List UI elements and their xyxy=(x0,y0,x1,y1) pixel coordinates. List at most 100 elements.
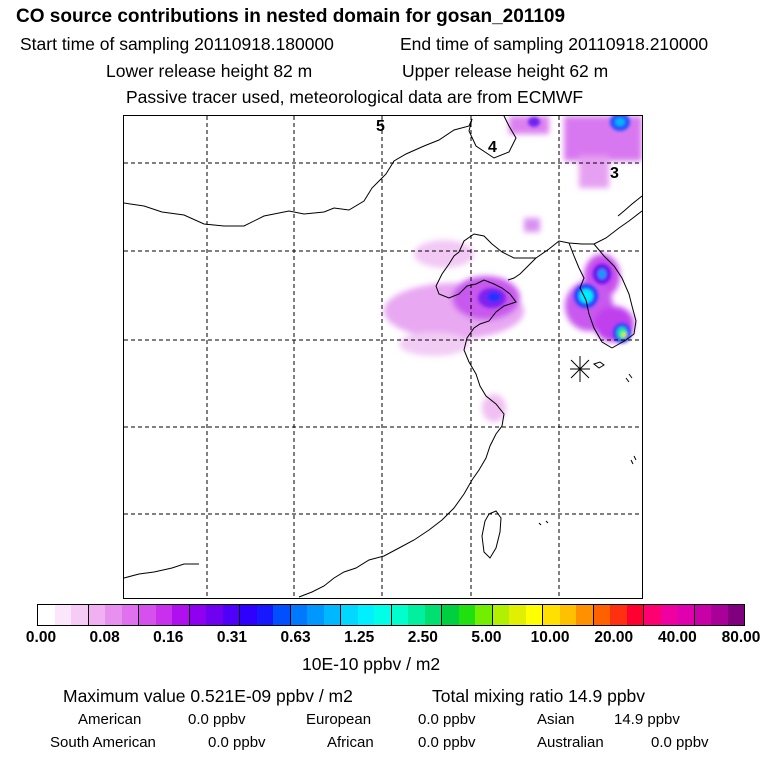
african-label: African xyxy=(327,734,374,751)
colorbar-swatch xyxy=(307,605,324,625)
region-label-3: 3 xyxy=(610,165,619,182)
african-value: 0.0 ppbv xyxy=(418,734,476,751)
colorbar-swatch xyxy=(54,605,71,625)
colorbar-swatch xyxy=(711,605,728,625)
colorbar-swatch xyxy=(222,605,240,625)
colorbar-tick-label: 2.50 xyxy=(407,629,438,646)
colorbar-swatch xyxy=(206,605,223,625)
jeju-island xyxy=(592,361,605,369)
colorbar-swatch xyxy=(694,605,711,625)
colorbar-swatch xyxy=(71,605,89,625)
region-label-5: 5 xyxy=(376,118,385,135)
colorbar-swatch xyxy=(172,605,190,625)
colorbar-swatch xyxy=(576,605,594,625)
colorbar-swatch xyxy=(677,605,695,625)
korea-east-coast xyxy=(593,243,637,349)
map-panel: 5 4 3 xyxy=(123,115,643,599)
colorbar-swatch xyxy=(626,605,644,625)
colorbar-tick-label: 1.25 xyxy=(344,629,375,646)
colorbar-swatch xyxy=(38,605,55,625)
colorbar-tick-label: 0.63 xyxy=(280,629,311,646)
american-label: American xyxy=(78,711,142,728)
asian-label: Asian xyxy=(537,711,575,728)
european-label: European xyxy=(306,711,372,728)
colorbar-swatch xyxy=(88,605,105,625)
plume-inland-south xyxy=(399,332,469,356)
south-american-label: South American xyxy=(50,734,156,751)
colorbar-swatch xyxy=(155,605,172,625)
total-mixing-ratio: Total mixing ratio 14.9 ppbv xyxy=(432,686,646,706)
plume-patch-small xyxy=(524,218,540,232)
plume-bohai-north xyxy=(414,240,474,268)
colorbar-swatch xyxy=(559,605,576,625)
south-american-value: 0.0 ppbv xyxy=(208,734,266,751)
colorbar-unit: 10E-10 ppbv / m2 xyxy=(302,654,441,674)
colorbar-tick-label: 0.16 xyxy=(153,629,184,646)
plume-northeast-tail xyxy=(579,156,609,188)
concentration-field xyxy=(384,116,642,422)
page-title: CO source contributions in nested domain… xyxy=(16,6,566,27)
maximum-value: Maximum value 0.521E-09 ppbv / m2 xyxy=(63,686,353,706)
plume-northeast xyxy=(564,116,642,161)
asian-value: 14.9 ppbv xyxy=(614,711,680,728)
manchuria-border xyxy=(468,116,517,159)
colorbar-swatch xyxy=(525,605,543,625)
colorbar-swatch xyxy=(139,605,156,625)
colorbar-swatch xyxy=(509,605,526,625)
colorbar-tick-label: 0.08 xyxy=(89,629,120,646)
colorbar-swatch xyxy=(424,605,442,625)
colorbar xyxy=(37,604,745,626)
hotspot-northeast-core xyxy=(615,118,625,126)
upper-release-height: Upper release height 62 m xyxy=(402,61,609,81)
hainan-coast xyxy=(124,563,199,579)
sampling-start-time: Start time of sampling 20110918.180000 xyxy=(20,34,334,54)
region-label-4: 4 xyxy=(488,139,497,156)
colorbar-swatch xyxy=(374,605,392,625)
hotspot-shandong-core xyxy=(487,292,501,302)
map-canvas: 5 4 3 xyxy=(124,116,642,598)
colorbar-swatch xyxy=(323,605,341,625)
colorbar-swatch xyxy=(121,605,139,625)
islands xyxy=(538,373,637,526)
colorbar-swatch xyxy=(408,605,425,625)
australian-value: 0.0 ppbv xyxy=(651,734,709,751)
colorbar-swatch xyxy=(475,605,493,625)
china-coast xyxy=(298,210,642,598)
colorbar-tick-label: 10.00 xyxy=(530,629,570,646)
colorbar-tick-label: 20.00 xyxy=(594,629,634,646)
colorbar-swatch xyxy=(357,605,374,625)
hotspot-korea-north-core xyxy=(598,269,606,279)
european-value: 0.0 ppbv xyxy=(418,711,476,728)
colorbar-swatch xyxy=(290,605,307,625)
colorbar-swatch xyxy=(593,605,610,625)
hotspot-north xyxy=(528,117,540,127)
colorbar-swatch xyxy=(660,605,677,625)
mongolia-border xyxy=(124,118,473,227)
colorbar-swatch xyxy=(727,605,744,625)
lower-release-height: Lower release height 82 m xyxy=(106,61,313,81)
colorbar-swatch xyxy=(341,605,358,625)
colorbar-swatch xyxy=(458,605,475,625)
colorbar-tick-label: 5.00 xyxy=(471,629,502,646)
colorbar-swatch xyxy=(644,605,661,625)
colorbar-swatch xyxy=(442,605,459,625)
colorbar-swatch xyxy=(543,605,560,625)
australian-label: Australian xyxy=(537,734,604,751)
colorbar-swatch xyxy=(240,605,257,625)
hotspot-busan-peak xyxy=(621,332,627,338)
coastlines xyxy=(124,116,642,598)
tracer-note: Passive tracer used, meteorological data… xyxy=(126,87,584,107)
japan-coast xyxy=(617,195,642,217)
colorbar-tick-label: 40.00 xyxy=(657,629,697,646)
plume-north xyxy=(509,116,549,134)
receptor-star-icon xyxy=(570,356,590,382)
american-value: 0.0 ppbv xyxy=(188,711,246,728)
colorbar-swatch xyxy=(492,605,509,625)
colorbar-tick-label: 80.00 xyxy=(721,629,761,646)
colorbar-swatch xyxy=(273,605,291,625)
lat-lon-grid xyxy=(124,116,642,598)
colorbar-tick-label: 0.00 xyxy=(25,629,57,646)
plume-yangtze xyxy=(482,394,506,422)
colorbar-swatch xyxy=(189,605,206,625)
korea-west-coast xyxy=(568,242,613,349)
